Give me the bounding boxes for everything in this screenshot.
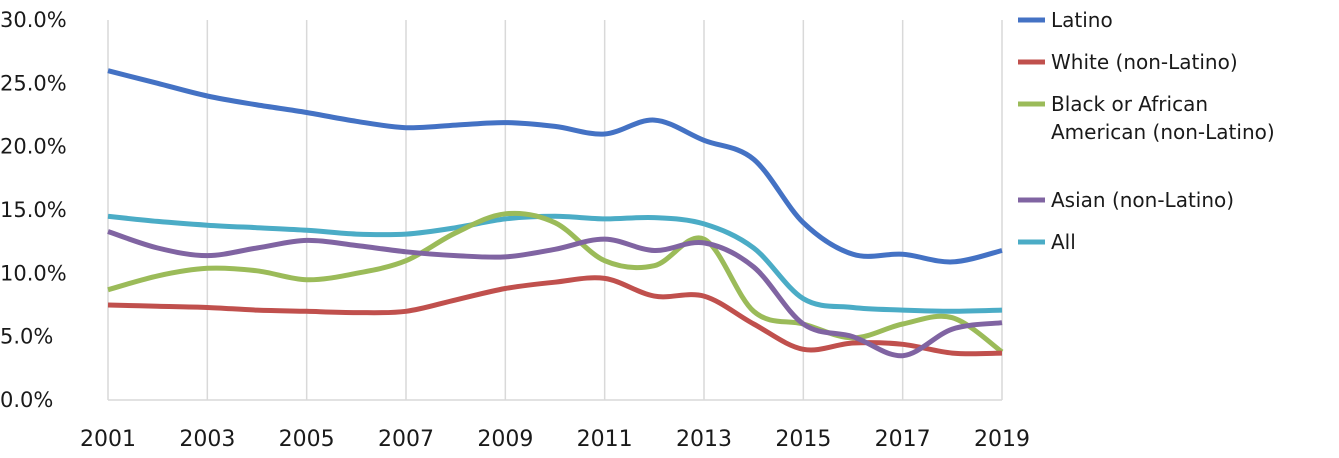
legend-label: American (non-Latino): [1051, 120, 1275, 144]
x-tick-label: 2003: [179, 427, 235, 452]
x-tick-label: 2001: [80, 427, 136, 452]
legend-item-latino: Latino: [1018, 8, 1113, 32]
legend: Latino White (non-Latino) Black or African…: [1018, 8, 1275, 254]
y-tick-label: 15.0%: [0, 198, 67, 222]
y-tick-labels: 0.0% 5.0% 10.0% 15.0% 20.0% 25.0% 30.0%: [0, 8, 67, 412]
axes: [107, 20, 1002, 401]
x-tick-label: 2017: [875, 427, 931, 452]
y-tick-label: 0.0%: [0, 388, 53, 412]
legend-item-all: All: [1018, 230, 1076, 254]
legend-label: Black or African: [1051, 92, 1208, 116]
legend-item-asian-non-latino: Asian (non-Latino): [1018, 188, 1234, 212]
x-tick-label: 2019: [974, 427, 1030, 452]
series-line-all: [107, 213, 1003, 314]
series-line-white-non-latino: [107, 275, 1003, 357]
legend-label: Latino: [1051, 8, 1113, 32]
series-lines: [107, 68, 1004, 359]
series-line-asian-non-latino: [107, 229, 1003, 359]
y-tick-label: 5.0%: [0, 325, 53, 349]
series-line-latino: [107, 68, 1003, 265]
x-tick-label: 2007: [378, 427, 434, 452]
x-tick-labels: 2001 2003 2005 2007 2009 2011 2013 2015 2017 2019: [80, 427, 1030, 452]
grid-lines: [206, 20, 1003, 400]
y-tick-label: 10.0%: [0, 261, 67, 285]
legend-item-white-non-latino: White (non-Latino): [1018, 50, 1238, 74]
y-tick-label: 20.0%: [0, 135, 67, 159]
y-tick-label: 25.0%: [0, 71, 67, 95]
x-tick-label: 2015: [775, 427, 831, 452]
x-tick-label: 2013: [676, 427, 732, 452]
legend-label: All: [1051, 230, 1076, 254]
x-tick-label: 2005: [279, 427, 335, 452]
x-tick-label: 2009: [477, 427, 533, 452]
legend-label: Asian (non-Latino): [1051, 188, 1234, 212]
legend-item-black-or-african-american-non-latino: Black or African American (non-Latino): [1018, 92, 1275, 144]
x-tick-label: 2011: [577, 427, 633, 452]
y-tick-label: 30.0%: [0, 8, 67, 32]
legend-label: White (non-Latino): [1051, 50, 1238, 74]
